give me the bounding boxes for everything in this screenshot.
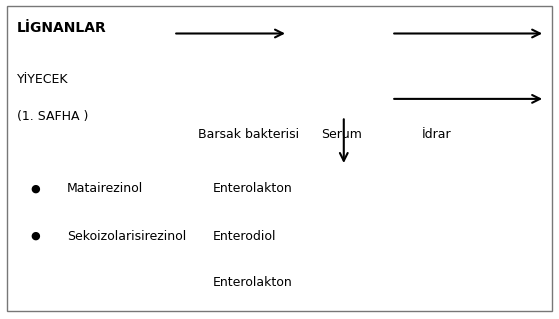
Text: Barsak bakterisi: Barsak bakterisi xyxy=(198,128,300,141)
Text: Matairezinol: Matairezinol xyxy=(67,182,143,195)
Text: Enterodiol: Enterodiol xyxy=(212,230,276,242)
Text: ●: ● xyxy=(31,183,40,193)
Text: Sekoizolarisirezinol: Sekoizolarisirezinol xyxy=(67,230,186,242)
Text: YİYECEK: YİYECEK xyxy=(17,73,68,86)
Text: Serum: Serum xyxy=(321,128,362,141)
Text: ●: ● xyxy=(31,231,40,241)
Text: LİGNANLAR: LİGNANLAR xyxy=(17,21,107,35)
Text: Enterolakton: Enterolakton xyxy=(212,182,292,195)
Text: İdrar: İdrar xyxy=(422,128,452,141)
Text: (1. SAFHA ): (1. SAFHA ) xyxy=(17,110,88,123)
Text: Enterolakton: Enterolakton xyxy=(212,276,292,289)
